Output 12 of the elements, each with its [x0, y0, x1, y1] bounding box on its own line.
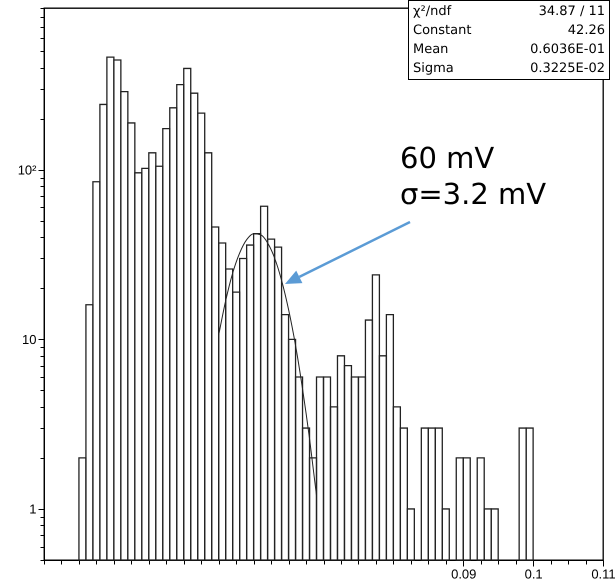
text: Sigma 0.3225E-02 — [413, 61, 605, 76]
y-tick-label: 10 — [22, 332, 36, 347]
y-tick-label: 10² — [18, 162, 38, 178]
x-tick-label: 0.1 — [524, 566, 543, 582]
y-tick-label: 1 — [29, 501, 36, 516]
x-tick-label: 0.11 — [591, 566, 616, 582]
annotation: 60 mV — [400, 140, 494, 176]
text: Constant 42.26 — [413, 23, 605, 38]
text: χ²/ndf 34.87 / 11 — [413, 4, 605, 19]
x-tick-label: 0.09 — [451, 566, 476, 582]
annotation: σ=3.2 mV — [400, 176, 546, 212]
text: Mean 0.6036E-01 — [413, 42, 605, 57]
